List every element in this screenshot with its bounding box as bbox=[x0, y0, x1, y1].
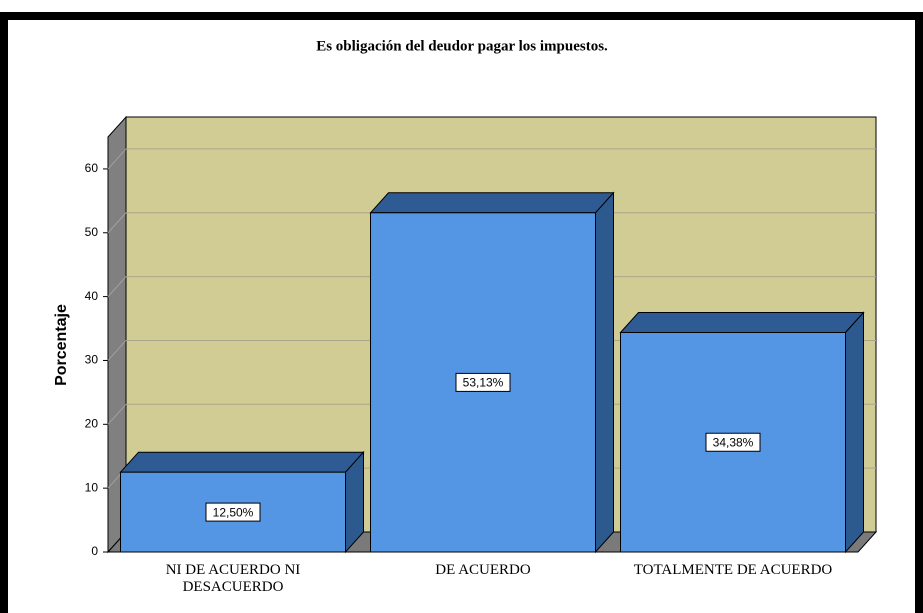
y-tick-label: 30 bbox=[85, 353, 99, 367]
bar-top bbox=[119, 451, 365, 473]
value-label: 12,50% bbox=[213, 505, 254, 519]
value-label-box bbox=[455, 372, 511, 392]
bar-top bbox=[619, 311, 865, 333]
grid-line bbox=[107, 148, 127, 170]
grid-line bbox=[107, 212, 127, 234]
grid-line bbox=[107, 276, 127, 297]
x-tick-label: DE ACUERDO bbox=[435, 562, 531, 578]
bar-top bbox=[369, 192, 615, 214]
value-label-box bbox=[705, 432, 761, 452]
x-tick-label: TOTALMENTE DE ACUERDO bbox=[633, 562, 833, 578]
y-tick-label: 20 bbox=[85, 416, 99, 430]
bar-side bbox=[845, 311, 864, 554]
y-tick-label: 60 bbox=[85, 161, 99, 175]
y-tick-label: 10 bbox=[85, 480, 99, 494]
y-tick-label: 50 bbox=[85, 225, 99, 239]
value-label-box bbox=[205, 502, 261, 522]
y-tick-label: 40 bbox=[85, 289, 99, 303]
x-tick-label: NI DE ACUERDO NI DESACUERDO bbox=[165, 562, 301, 595]
y-tick-label: 0 bbox=[91, 544, 98, 558]
grid-line bbox=[107, 403, 127, 425]
chart-title: Es obligación del deudor pagar los impue… bbox=[316, 38, 608, 54]
value-label: 53,13% bbox=[463, 376, 504, 390]
grid-line bbox=[107, 340, 127, 361]
y-axis-label: Porcentaje bbox=[53, 304, 70, 386]
bar-side bbox=[595, 191, 614, 554]
value-label: 34,38% bbox=[713, 435, 754, 449]
